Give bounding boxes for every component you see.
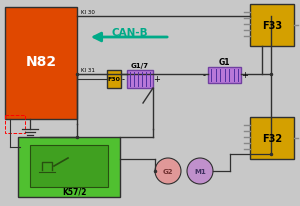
FancyBboxPatch shape <box>250 5 294 47</box>
Text: G1: G1 <box>218 58 230 67</box>
Circle shape <box>187 158 213 184</box>
Text: K57/2: K57/2 <box>62 187 86 195</box>
Text: N82: N82 <box>26 55 57 69</box>
Text: F30: F30 <box>108 77 120 82</box>
FancyBboxPatch shape <box>208 68 241 84</box>
Text: KI 31: KI 31 <box>81 68 95 73</box>
Text: F32: F32 <box>262 133 282 143</box>
Text: CAN-B: CAN-B <box>112 28 148 38</box>
Text: +: + <box>154 75 160 84</box>
FancyBboxPatch shape <box>107 71 121 89</box>
FancyBboxPatch shape <box>127 71 153 89</box>
Text: +: + <box>242 71 248 80</box>
Text: F33: F33 <box>262 21 282 31</box>
Text: G2: G2 <box>163 168 173 174</box>
Text: -: - <box>122 75 124 84</box>
Text: G1/7: G1/7 <box>131 63 149 69</box>
Text: M1: M1 <box>194 168 206 174</box>
FancyBboxPatch shape <box>5 8 77 119</box>
FancyBboxPatch shape <box>30 145 108 187</box>
FancyBboxPatch shape <box>18 137 120 197</box>
Text: -: - <box>202 71 206 80</box>
Text: KI 30: KI 30 <box>81 10 95 15</box>
FancyBboxPatch shape <box>250 117 294 159</box>
Circle shape <box>155 158 181 184</box>
